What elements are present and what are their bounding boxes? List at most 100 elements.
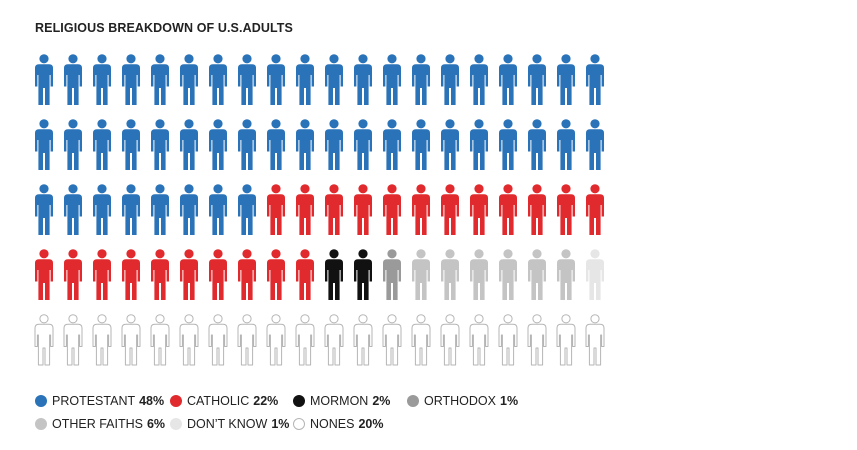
person-icon-other-faiths [557,249,575,300]
legend-item-protestant: PROTESTANT 48% [35,394,164,408]
person-icon-catholic [122,249,140,300]
person-icon-other-faiths [528,249,546,300]
legend-value-orthodox: 1% [500,394,519,408]
person-icon-protestant [557,54,575,105]
person-icon-catholic [209,249,227,300]
person-icon-catholic [296,249,314,300]
person-icon-protestant [151,54,169,105]
person-icon-protestant [64,119,82,170]
person-icon-protestant [470,54,488,105]
person-icon-catholic [557,184,575,235]
person-icon-protestant [412,119,430,170]
person-icon-nones [440,314,460,366]
person-icon-other-faiths [470,249,488,300]
person-icon-catholic [180,249,198,300]
person-icon-protestant [354,119,372,170]
legend-swatch-dont-know [170,418,182,430]
person-icon-protestant [35,184,53,235]
person-icon-nones [469,314,489,366]
person-icon-protestant [354,54,372,105]
legend-item-catholic: CATHOLIC 22% [170,394,278,408]
legend-label-orthodox: ORTHODOX [424,394,496,408]
person-icon-protestant [238,119,256,170]
legend-label-catholic: CATHOLIC [187,394,250,408]
legend-label-protestant: PROTESTANT [52,394,136,408]
legend-label-dont-know: DON’T KNOW [187,417,268,431]
person-icon-catholic [412,184,430,235]
person-icon-protestant [441,54,459,105]
person-icon-protestant [267,119,285,170]
legend-swatch-orthodox [407,395,419,407]
person-icon-catholic [93,249,111,300]
person-icon-protestant [93,184,111,235]
person-icon-catholic [528,184,546,235]
person-icon-catholic [35,249,53,300]
person-icon-protestant [180,54,198,105]
person-icon-don-t-know [586,249,604,300]
legend-item-nones: NONES 20% [293,417,383,431]
legend-label-other-faiths: OTHER FAITHS [52,417,143,431]
person-icon-protestant [557,119,575,170]
person-icon-protestant [122,184,140,235]
person-icon-nones [266,314,286,366]
person-icon-nones [179,314,199,366]
person-icon-other-faiths [412,249,430,300]
person-icon-protestant [238,184,256,235]
person-icon-nones [237,314,257,366]
person-icon-protestant [383,119,401,170]
person-icon-nones [92,314,112,366]
legend-item-other-faiths: OTHER FAITHS 6% [35,417,165,431]
person-icon-protestant [122,54,140,105]
legend-item-dont-know: DON’T KNOW 1% [170,417,289,431]
legend-value-catholic: 22% [253,394,279,408]
person-icon-protestant [412,54,430,105]
legend-value-other-faiths: 6% [146,417,166,431]
legend-label-nones: NONES [310,417,355,431]
person-icon-protestant [528,119,546,170]
person-icon-protestant [296,54,314,105]
person-icon-protestant [470,119,488,170]
legend-swatch-catholic [170,395,182,407]
person-icon-nones [34,314,54,366]
person-icon-protestant [64,184,82,235]
person-icon-protestant [35,119,53,170]
legend-value-mormon: 2% [372,394,391,408]
person-icon-catholic [383,184,401,235]
legend-value-nones: 20% [358,417,384,431]
person-icon-mormon [325,249,343,300]
person-icon-protestant [499,54,517,105]
person-icon-protestant [209,54,227,105]
person-icon-nones [527,314,547,366]
person-icon-protestant [383,54,401,105]
person-icon-protestant [325,54,343,105]
person-icon-catholic [325,184,343,235]
person-icon-protestant [151,184,169,235]
person-icon-protestant [528,54,546,105]
person-icon-protestant [267,54,285,105]
person-icon-catholic [470,184,488,235]
person-icon-protestant [586,119,604,170]
person-icon-protestant [64,54,82,105]
person-icon-protestant [151,119,169,170]
legend-value-dont-know: 1% [271,417,290,431]
person-icon-catholic [238,249,256,300]
person-icon-protestant [325,119,343,170]
legend-swatch-nones [293,418,305,430]
person-icon-protestant [122,119,140,170]
person-icon-catholic [441,184,459,235]
person-icon-nones [324,314,344,366]
person-icon-protestant [238,54,256,105]
legend-label-mormon: MORMON [310,394,369,408]
person-icon-nones [585,314,605,366]
person-icon-catholic [296,184,314,235]
person-icon-catholic [151,249,169,300]
person-icon-catholic [354,184,372,235]
legend-swatch-mormon [293,395,305,407]
person-icon-mormon [354,249,372,300]
person-icon-protestant [93,119,111,170]
person-icon-protestant [180,184,198,235]
person-icon-catholic [267,249,285,300]
person-icon-nones [382,314,402,366]
person-icon-protestant [296,119,314,170]
person-icon-catholic [586,184,604,235]
